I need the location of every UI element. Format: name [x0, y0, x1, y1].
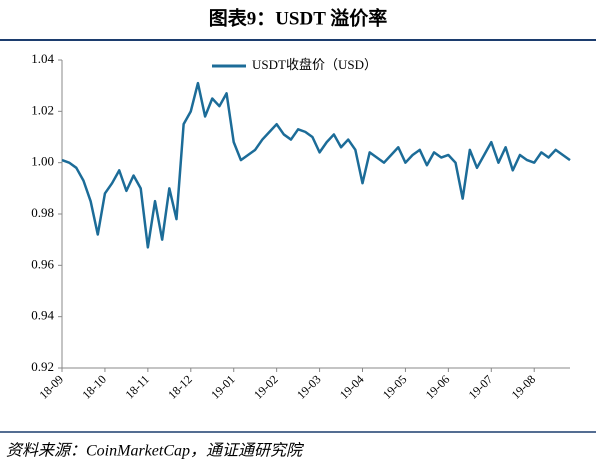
y-tick-label: 0.98: [31, 205, 54, 220]
y-tick-label: 1.00: [31, 154, 54, 169]
y-tick-label: 0.94: [31, 308, 54, 323]
source-note: 资料来源：CoinMarketCap，通证通研究院: [6, 442, 305, 460]
y-tick-label: 1.04: [31, 51, 54, 66]
y-tick-label: 0.92: [31, 359, 54, 374]
y-tick-label: 1.02: [31, 102, 54, 117]
legend-label: USDT收盘价（USD）: [252, 57, 377, 72]
chart-title: 图表9：USDT 溢价率: [209, 6, 388, 29]
y-tick-label: 0.96: [31, 256, 54, 271]
data-line: [61, 81, 571, 249]
